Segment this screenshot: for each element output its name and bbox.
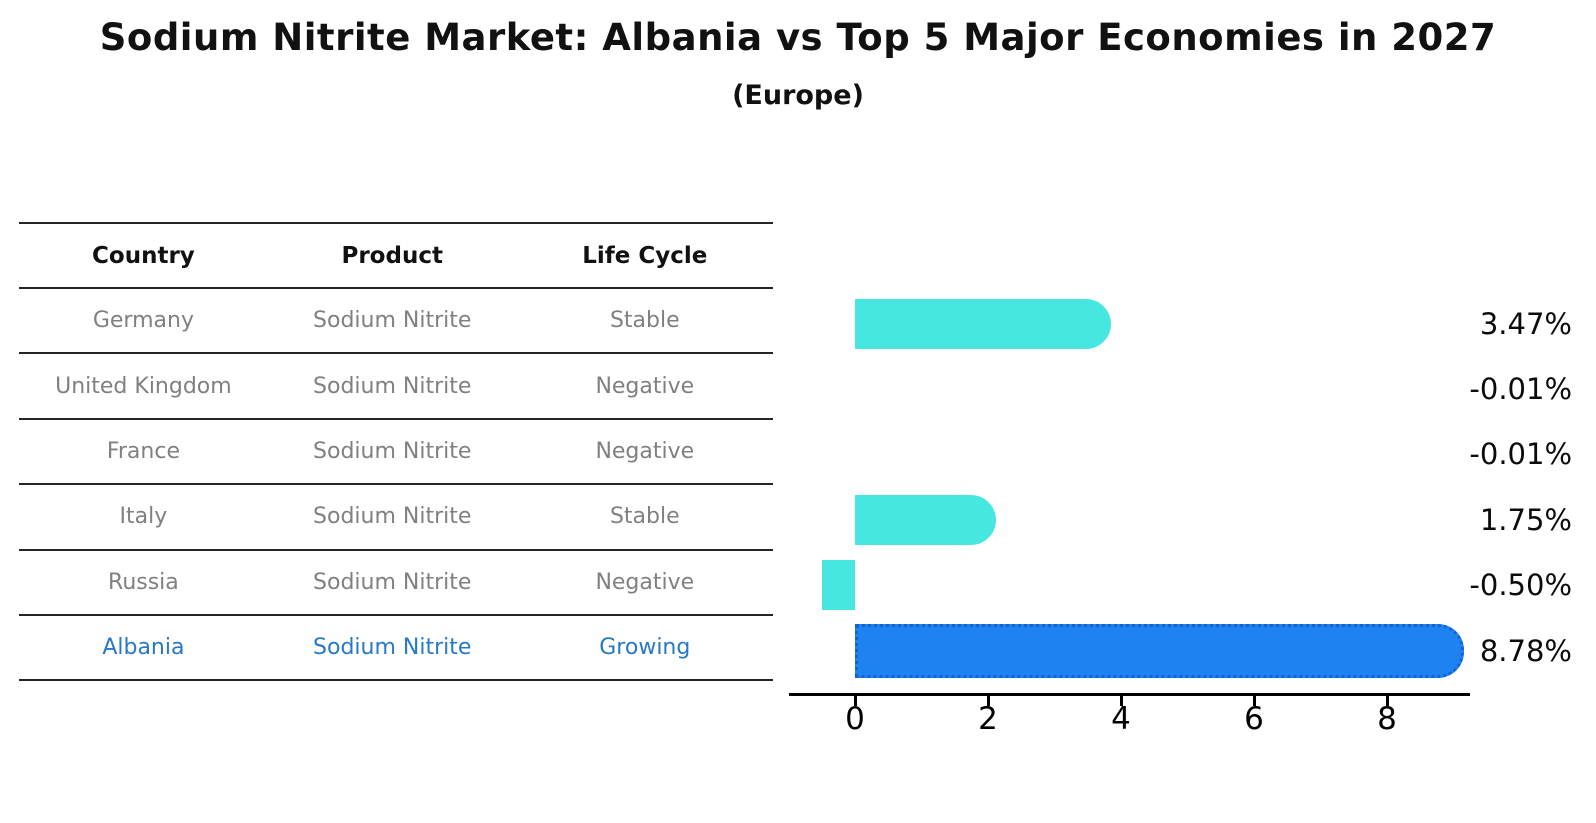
table-row: Italy Sodium Nitrite Stable [19, 485, 773, 551]
column-header-lifecycle: Life Cycle [582, 242, 708, 269]
cell-life-cycle: Negative [595, 438, 695, 464]
cell-life-cycle: Negative [595, 373, 695, 399]
cell-life-cycle: Stable [609, 504, 680, 530]
x-axis-tick-mark [986, 696, 990, 706]
cell-life-cycle: Stable [609, 308, 680, 334]
cell-country: Italy [119, 504, 168, 530]
bar-value-label: 1.75% [1479, 502, 1572, 537]
cell-country: Russia [108, 569, 179, 595]
table-row: France Sodium Nitrite Negative [19, 420, 773, 486]
bar-germany [855, 298, 1111, 349]
cell-product: Sodium Nitrite [313, 635, 472, 661]
x-axis-line [788, 693, 1471, 696]
bar-value-label: 8.78% [1479, 633, 1572, 668]
cell-product: Sodium Nitrite [313, 569, 472, 595]
cell-country: Germany [92, 308, 194, 334]
x-axis-tick-mark [853, 696, 857, 706]
bar-value-label: -0.01% [1469, 371, 1572, 406]
bar-russia [821, 560, 855, 611]
table-row-albania: Albania Sodium Nitrite Growing [19, 616, 773, 682]
cell-country: Albania [102, 635, 185, 661]
table-header-row: Country Product Life Cycle [19, 222, 773, 289]
cell-life-cycle: Growing [599, 635, 691, 661]
country-table: Country Product Life Cycle Germany Sodiu… [19, 222, 773, 682]
x-axis-tick-label: 6 [1244, 701, 1264, 737]
chart-title: Sodium Nitrite Market: Albania vs Top 5 … [99, 16, 1497, 59]
x-axis-tick-label: 8 [1377, 701, 1397, 737]
x-axis-tick-label: 4 [1111, 701, 1131, 737]
chart-subtitle: (Europe) [732, 80, 864, 111]
column-header-country: Country [92, 242, 195, 269]
bar-italy [855, 494, 997, 545]
x-axis-tick-mark [1252, 696, 1256, 706]
x-axis-tick-mark [1385, 696, 1389, 706]
cell-country: France [106, 438, 180, 464]
bar-value-label: 3.47% [1479, 306, 1572, 341]
bar-albania-highlight [855, 623, 1464, 678]
x-axis-tick-mark [1119, 696, 1123, 706]
cell-life-cycle: Negative [595, 569, 695, 595]
bar-value-label: -0.50% [1469, 568, 1572, 603]
cell-product: Sodium Nitrite [313, 504, 472, 530]
x-axis-tick-label: 2 [978, 701, 998, 737]
cell-product: Sodium Nitrite [313, 308, 472, 334]
cell-product: Sodium Nitrite [313, 438, 472, 464]
table-row: Russia Sodium Nitrite Negative [19, 551, 773, 616]
column-header-product: Product [341, 242, 443, 269]
table-row: Germany Sodium Nitrite Stable [19, 289, 773, 355]
x-axis-tick-label: 0 [845, 701, 865, 737]
cell-country: United Kingdom [55, 373, 232, 399]
cell-product: Sodium Nitrite [313, 373, 472, 399]
table-row: United Kingdom Sodium Nitrite Negative [19, 354, 773, 420]
bar-value-label: -0.01% [1469, 437, 1572, 472]
